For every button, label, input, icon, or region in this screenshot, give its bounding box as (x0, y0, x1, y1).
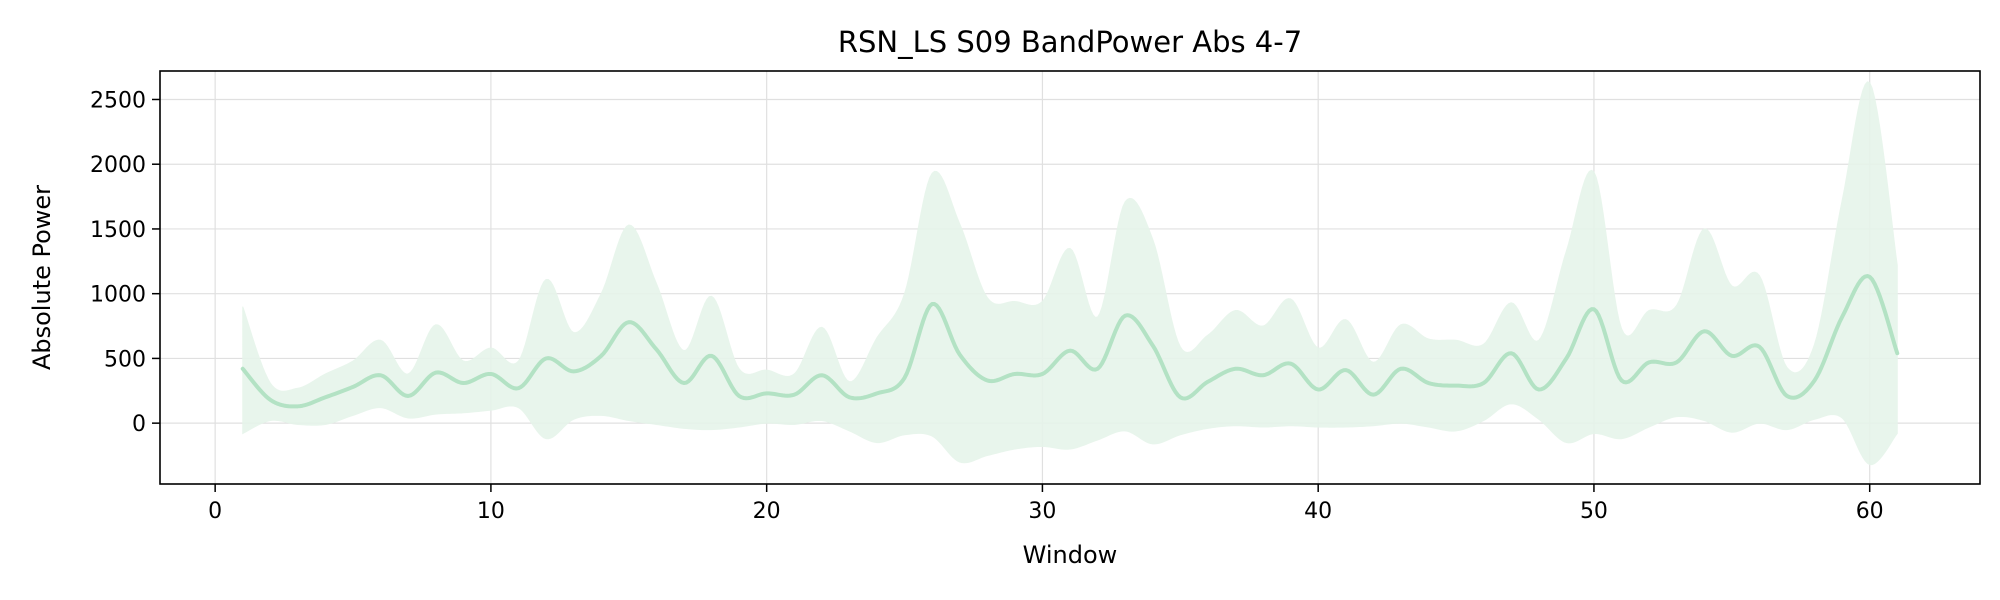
chart-title: RSN_LS S09 BandPower Abs 4-7 (838, 25, 1302, 59)
x-tick-label: 40 (1304, 499, 1332, 524)
x-tick-label: 20 (753, 499, 781, 524)
y-tick-label: 500 (104, 347, 146, 372)
x-tick-label: 50 (1580, 499, 1608, 524)
mean-line (240, 274, 1900, 409)
band-layer (242, 81, 1898, 466)
ticks: 0 10 20 30 40 50 60 0 500 1000 1500 2000 2500 (90, 88, 1884, 524)
confidence-band (242, 81, 1898, 466)
y-tick-label: 0 (132, 412, 146, 437)
line-layer (240, 274, 1900, 409)
y-tick-label: 2000 (90, 153, 146, 178)
x-axis-label: Window (1023, 541, 1118, 569)
x-tick-label: 60 (1856, 499, 1884, 524)
y-tick-label: 1500 (90, 218, 146, 243)
y-axis-label: Absolute Power (28, 185, 56, 370)
y-tick-label: 1000 (90, 283, 146, 308)
x-tick-label: 30 (1028, 499, 1056, 524)
plot-frame (159, 70, 1981, 485)
x-tick-label: 10 (477, 499, 505, 524)
x-tick-label: 0 (208, 499, 222, 524)
y-tick-label: 2500 (90, 88, 146, 113)
